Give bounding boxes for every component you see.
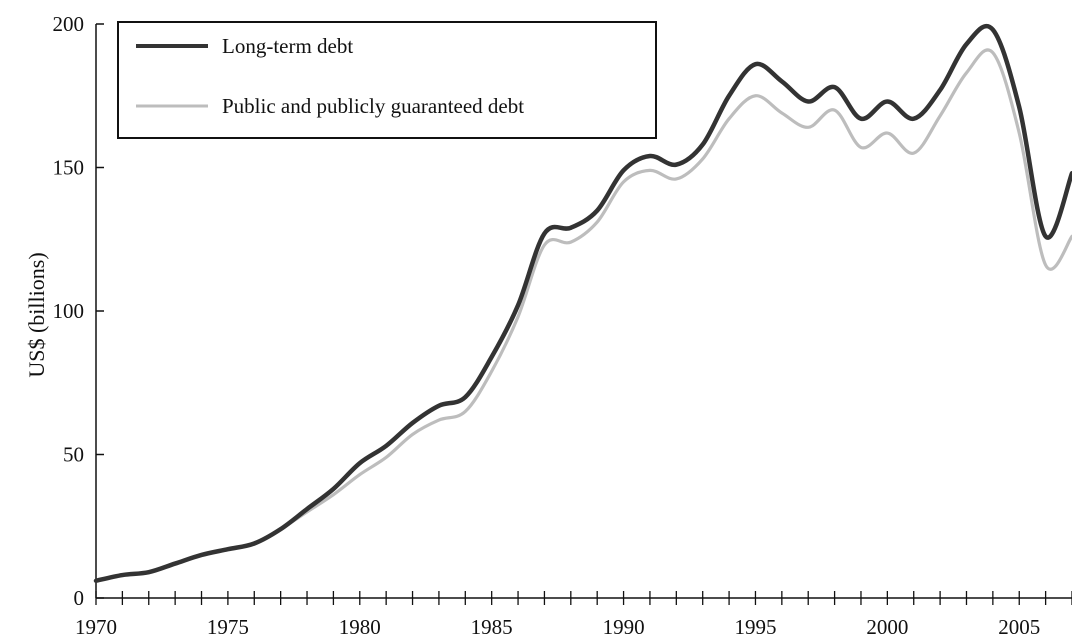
legend-box <box>117 21 657 139</box>
y-axis-title: US$ (billions) <box>24 252 49 377</box>
y-tick-label: 100 <box>53 299 85 323</box>
x-tick-label: 1990 <box>603 615 645 639</box>
x-tick-label: 1980 <box>339 615 381 639</box>
x-tick-label: 1985 <box>471 615 513 639</box>
legend: Long-term debt Public and publicly guara… <box>117 21 657 139</box>
legend-label-public-debt: Public and publicly guaranteed debt <box>222 94 524 118</box>
y-tick-label: 200 <box>53 12 85 36</box>
y-tick-label: 0 <box>74 586 85 610</box>
x-tick-label: 2000 <box>866 615 908 639</box>
y-tick-label: 50 <box>63 443 84 467</box>
y-tick-label: 150 <box>53 156 85 180</box>
x-tick-label: 1975 <box>207 615 249 639</box>
x-tick-label: 1970 <box>75 615 117 639</box>
x-tick-label: 1995 <box>734 615 776 639</box>
x-tick-label: 2005 <box>998 615 1040 639</box>
axes: 0 50 100 150 200 1970 1975 1980 1985 1990 1995 2000… <box>53 12 1072 639</box>
series-lines <box>93 23 1072 584</box>
legend-label-long-term-debt: Long-term debt <box>222 34 353 58</box>
series-line-long-term-debt <box>93 23 1072 584</box>
